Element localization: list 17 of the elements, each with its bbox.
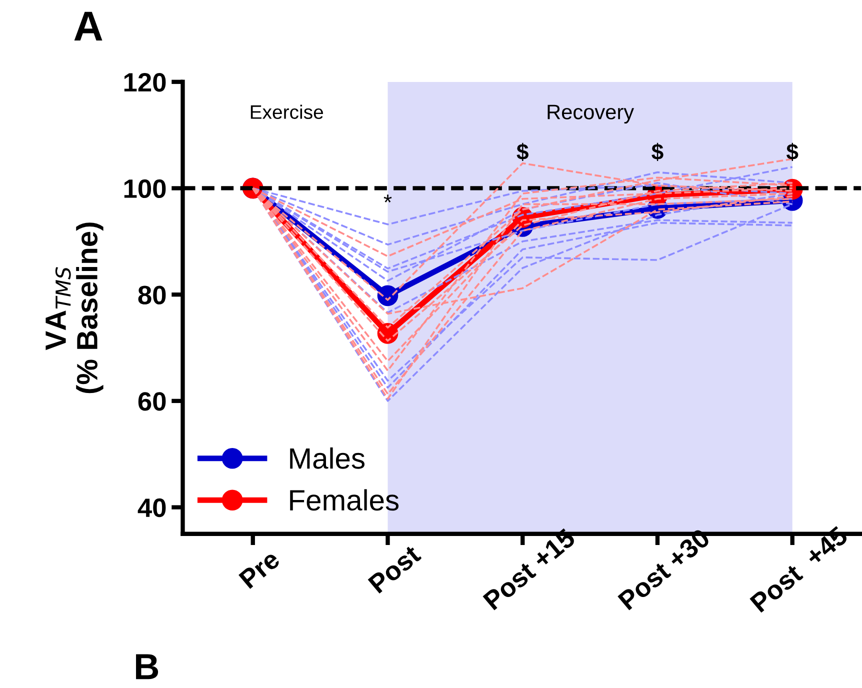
- annotation: *: [384, 194, 392, 202]
- annotation: $: [516, 142, 528, 162]
- x-tick-label: Pre: [238, 549, 281, 590]
- legend-label: Females: [290, 489, 399, 511]
- y-tick-label: 120: [124, 73, 166, 92]
- text: B: [136, 654, 158, 680]
- y-axis-title: VA$_{TMS}$ (% Baseline): [46, 222, 104, 394]
- legend-label: Males: [290, 447, 364, 469]
- annotation: $: [652, 142, 664, 162]
- annotation: $: [786, 142, 798, 162]
- annotation: Exercise: [250, 104, 324, 119]
- y-tick-label: 40: [138, 498, 166, 518]
- y-tick-label: 80: [138, 286, 166, 304]
- band-label: Recovery: [548, 104, 634, 124]
- text: A: [74, 12, 102, 41]
- y-tick-label: 60: [138, 392, 166, 411]
- y-tick-label: 100: [124, 179, 166, 198]
